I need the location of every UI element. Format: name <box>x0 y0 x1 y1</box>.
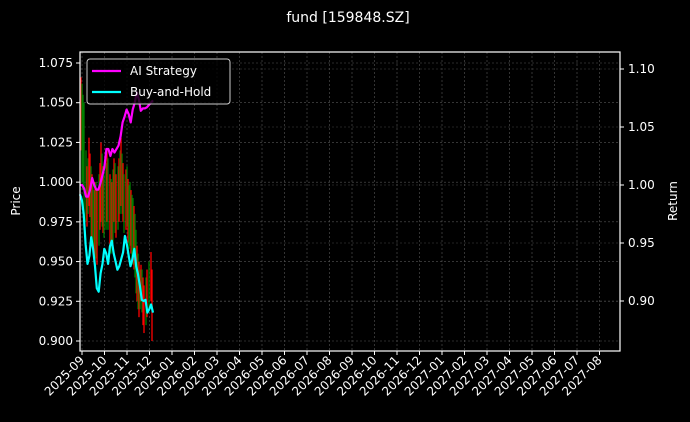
y-axis-right: 0.90 0.95 1.00 1.05 1.10 <box>620 62 655 308</box>
y-tick-label: 1.050 <box>39 96 73 110</box>
y2-tick-label: 0.95 <box>628 236 655 250</box>
y2-axis-label: Return <box>666 181 680 221</box>
y-tick-label: 0.975 <box>39 215 73 229</box>
y-axis-left: 0.900 0.925 0.950 0.975 1.000 1.025 1.050 1.075 <box>39 56 80 348</box>
legend: AI Strategy Buy-and-Hold <box>86 58 231 105</box>
legend-label-ai-strategy: AI Strategy <box>130 64 197 78</box>
legend-box <box>86 58 231 105</box>
legend-label-buy-and-hold: Buy-and-Hold <box>130 85 211 99</box>
y-tick-label: 0.925 <box>39 294 73 308</box>
y-tick-label: 1.075 <box>39 56 73 70</box>
chart-title: fund [159848.SZ] <box>286 10 409 26</box>
y-axis-label: Price <box>9 186 23 215</box>
y2-tick-label: 1.00 <box>628 178 655 192</box>
y2-tick-label: 1.05 <box>628 120 655 134</box>
series-lines <box>78 91 155 314</box>
y-tick-label: 1.000 <box>39 175 73 189</box>
y-tick-label: 0.950 <box>39 255 73 269</box>
y2-tick-label: 0.90 <box>628 294 655 308</box>
series-line-ai-strategy <box>80 91 154 198</box>
series-line-buy-and-hold <box>78 193 155 314</box>
y-tick-label: 0.900 <box>39 334 73 348</box>
y-tick-label: 1.025 <box>39 135 73 149</box>
y2-tick-label: 1.10 <box>628 62 655 76</box>
plot-frame <box>79 51 621 352</box>
grid <box>80 52 620 351</box>
